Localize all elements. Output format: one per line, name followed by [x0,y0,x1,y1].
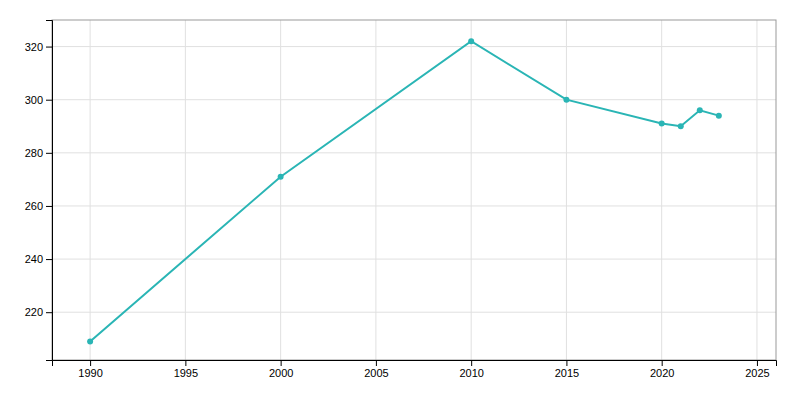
point [678,123,684,129]
tick: 1990 [78,360,102,379]
tick-mark [46,100,52,101]
tick-mark [281,360,282,366]
grid-line-y [52,99,776,100]
tick-mark [46,47,52,48]
tick-mark [46,153,52,154]
tick-mark [185,360,186,366]
x-axis: 1990 1995 2000 2005 2010 2015 2020 2025 [53,360,777,379]
tick-mark [46,259,52,260]
tick: 2020 [650,360,674,379]
tick-label: 2025 [745,367,769,379]
tick: 1995 [174,360,198,379]
grid-line-x [661,20,662,360]
point [563,97,569,103]
tick-mark [662,360,663,366]
y-axis: 220 240 260 280 300 320 [25,21,53,361]
axis-line [53,361,777,367]
grid-line-x [90,20,91,360]
tick-label: 300 [25,94,43,106]
grid-line-x [185,20,186,360]
tick: 2005 [364,360,388,379]
point [468,38,474,44]
tick-label: 2020 [650,367,674,379]
tick: 280 [25,147,52,159]
tick-mark [471,360,472,366]
plot-frame [52,20,776,360]
tick-label: 220 [25,306,43,318]
tick: 2000 [269,360,293,379]
tick-label: 260 [25,200,43,212]
tick-label: 1995 [174,367,198,379]
grid-line-x [471,20,472,360]
grid-line-x [375,20,376,360]
chart-container: 1990 1995 2000 2005 2010 2015 2020 2025 220 240 26… [0,0,800,400]
grid-line-x [756,20,757,360]
tick-label: 1990 [78,367,102,379]
grid-line-y [52,205,776,206]
point [659,121,665,127]
grid [52,20,776,360]
tick-mark [46,312,52,313]
grid-line-y [52,259,776,260]
series [87,38,722,344]
line [90,41,719,341]
tick-label: 240 [25,253,43,265]
grid-line-x [280,20,281,360]
grid-line-y [52,46,776,47]
point [278,174,284,180]
point [697,107,703,113]
point [716,113,722,119]
tick: 240 [25,253,52,265]
axis-line [46,21,53,361]
tick-label: 280 [25,147,43,159]
tick-label: 2000 [269,367,293,379]
tick-label: 2005 [364,367,388,379]
tick-mark [376,360,377,366]
tick: 2010 [459,360,483,379]
tick: 260 [25,200,52,212]
tick-label: 2015 [555,367,579,379]
tick: 220 [25,306,52,318]
point [87,338,93,344]
tick: 2015 [555,360,579,379]
tick-label: 320 [25,41,43,53]
tick-mark [566,360,567,366]
tick: 300 [25,94,52,106]
grid-line-y [52,152,776,153]
plot: 1990 1995 2000 2005 2010 2015 2020 2025 220 240 26… [25,20,777,379]
tick-mark [757,360,758,366]
chart-svg: 1990 1995 2000 2005 2010 2015 2020 2025 220 240 26… [0,0,800,400]
grid-line-x [566,20,567,360]
tick-label: 2010 [459,367,483,379]
grid-line-y [52,312,776,313]
tick-mark [46,206,52,207]
tick: 320 [25,41,52,53]
tick-mark [90,360,91,366]
tick: 2025 [745,360,769,379]
